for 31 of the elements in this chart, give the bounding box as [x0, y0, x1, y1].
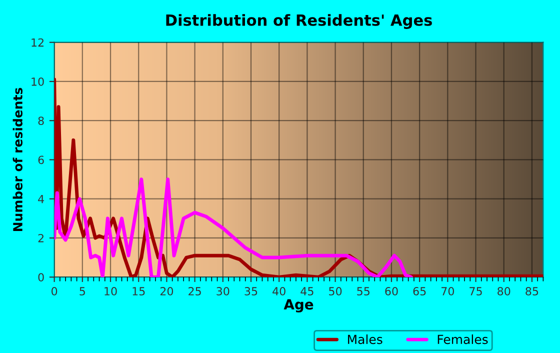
- x-tick-label: 40: [272, 287, 286, 296]
- x-tick-label: 65: [413, 287, 426, 296]
- y-axis-title: Number of residents: [12, 88, 22, 231]
- x-tick-label: 50: [329, 287, 342, 296]
- x-tick-label: 75: [470, 287, 482, 296]
- x-tick-label: 5: [80, 287, 85, 296]
- legend-label: Males: [348, 334, 382, 344]
- x-tick-label: 80: [498, 287, 510, 296]
- x-tick-label: 25: [188, 287, 201, 296]
- x-tick-label: 70: [442, 287, 454, 296]
- y-tick-label: 2: [38, 234, 44, 242]
- x-tick-label: 15: [132, 287, 145, 296]
- x-tick-label: 60: [385, 287, 398, 296]
- y-tick-label: 12: [32, 38, 44, 47]
- x-tick-label: 30: [216, 287, 230, 296]
- line-series: [54, 178, 413, 278]
- x-tick-label: 55: [357, 287, 370, 296]
- x-axis-title: Age: [284, 299, 314, 312]
- legend-label: Females: [438, 334, 488, 344]
- x-tick-label: 35: [244, 287, 258, 296]
- y-tick-label: 0: [38, 273, 44, 282]
- x-tick-label: 85: [526, 287, 538, 296]
- y-tick-label: 4: [38, 194, 44, 204]
- x-tick-label: 10: [104, 287, 117, 296]
- x-tick-label: 0: [52, 287, 58, 296]
- x-tick-label: 20: [160, 287, 174, 296]
- x-tick-label: 45: [300, 287, 314, 296]
- y-tick-label: 8: [38, 116, 44, 125]
- y-tick-label: 6: [38, 156, 44, 164]
- y-tick-label: 10: [32, 77, 44, 86]
- chart-title: Distribution of Residents' Ages: [166, 14, 432, 29]
